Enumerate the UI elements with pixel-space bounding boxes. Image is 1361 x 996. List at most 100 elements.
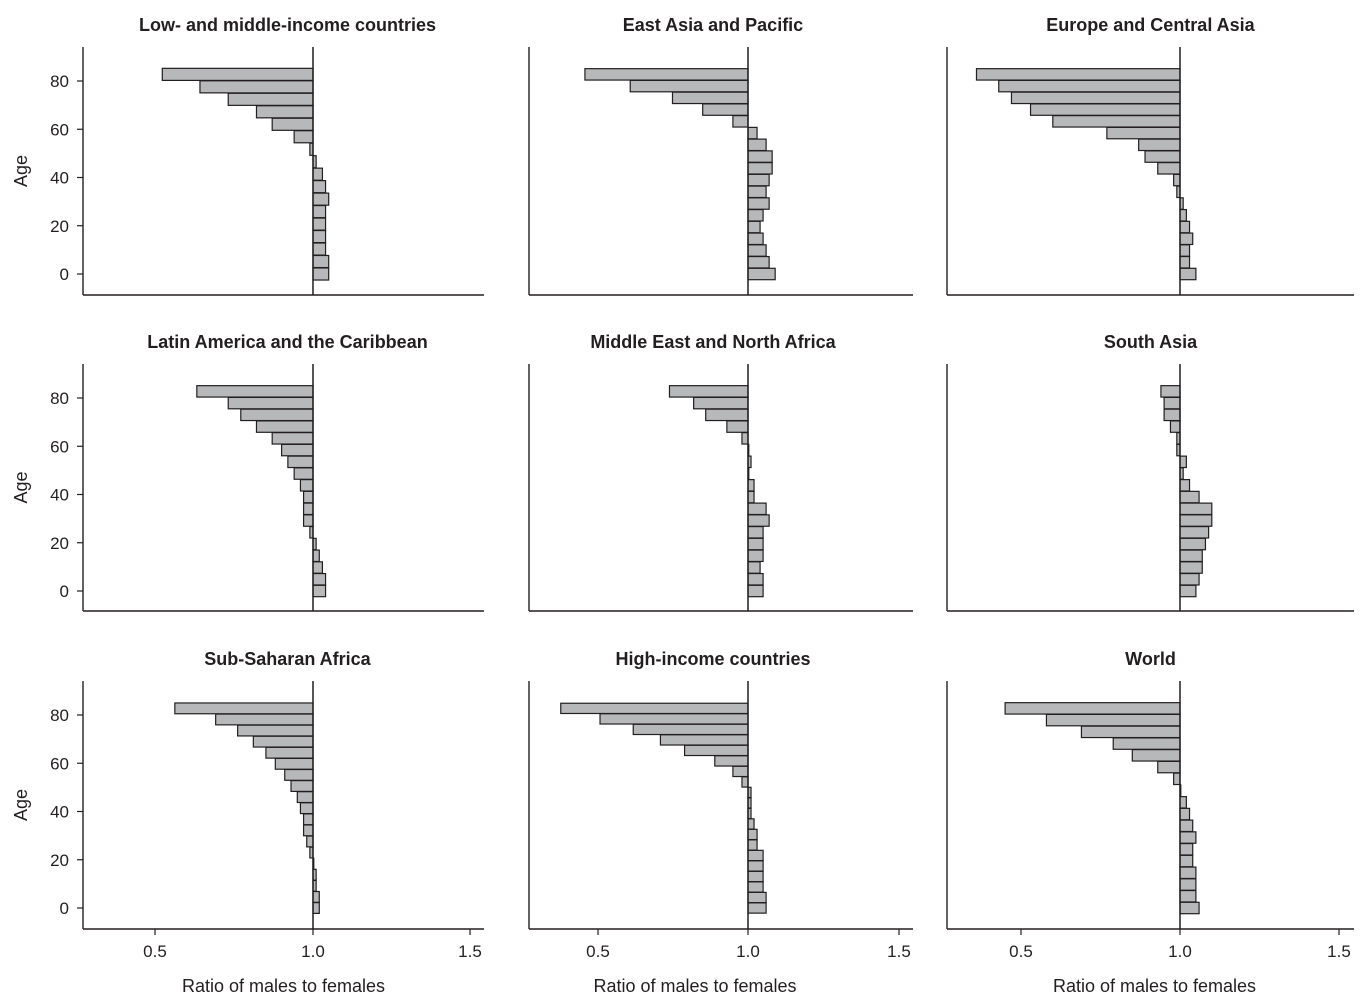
panel-title: Sub-Saharan Africa	[204, 649, 371, 669]
bar	[1157, 162, 1181, 175]
panel-title: High-income countries	[615, 649, 810, 669]
bar	[271, 432, 314, 445]
bar	[312, 167, 324, 181]
x-axis-label: Ratio of males to females	[1053, 976, 1256, 996]
bar	[747, 849, 764, 862]
bar	[1179, 479, 1191, 492]
bar	[312, 902, 320, 914]
bar	[1179, 807, 1191, 821]
bar	[747, 891, 767, 904]
y-tick-label: 40	[50, 486, 69, 505]
bar	[1179, 878, 1197, 891]
bar	[265, 746, 314, 759]
bar	[1160, 385, 1181, 398]
bar	[240, 408, 314, 422]
y-tick-label: 60	[50, 120, 69, 139]
bar	[747, 185, 767, 199]
y-tick-label: 80	[50, 389, 69, 408]
bar	[1179, 490, 1200, 504]
bar	[1169, 420, 1181, 433]
bar	[312, 242, 327, 256]
panel: Middle East and North Africa	[528, 332, 913, 612]
bar	[1179, 831, 1197, 844]
panel: High-income countries 0.5 1.0 1.5 Ratio of m…	[528, 649, 913, 996]
bar	[1052, 115, 1181, 128]
bar	[741, 432, 749, 445]
panel: World 0.5 1.0 1.5 Ratio of males to females	[946, 649, 1354, 996]
bar	[747, 549, 764, 563]
bar	[312, 561, 324, 574]
bar	[560, 702, 749, 715]
bar	[747, 870, 764, 883]
y-tick-label: 60	[50, 437, 69, 456]
bar	[1179, 255, 1191, 269]
bar	[312, 229, 327, 244]
bar	[255, 105, 314, 119]
bar	[747, 839, 758, 851]
bar	[287, 455, 314, 469]
bar	[998, 79, 1181, 93]
bar	[747, 525, 764, 539]
x-tick-label: 1.0	[301, 942, 325, 961]
bar	[747, 244, 767, 257]
bar	[747, 561, 761, 574]
bar	[299, 802, 314, 815]
bar	[1179, 208, 1187, 222]
bar	[1179, 796, 1187, 809]
bar	[683, 744, 749, 757]
y-tick-label: 20	[50, 534, 69, 553]
bar	[747, 162, 773, 175]
y-tick-label: 80	[50, 72, 69, 91]
bar	[174, 702, 314, 715]
bar	[215, 713, 314, 726]
bar	[1179, 866, 1197, 880]
bar	[747, 490, 755, 504]
x-tick-label: 1.5	[887, 942, 911, 961]
bar	[693, 396, 749, 410]
bar	[747, 514, 770, 527]
bar	[747, 126, 758, 140]
y-tick-label: 40	[50, 803, 69, 822]
y-axis-label: Age	[11, 789, 31, 821]
bar	[1179, 220, 1191, 234]
bar	[302, 813, 314, 826]
bar	[1138, 138, 1181, 152]
bar	[747, 584, 764, 598]
bar	[237, 724, 314, 737]
bar	[629, 79, 749, 93]
bar	[312, 572, 327, 586]
y-tick-label: 20	[50, 851, 69, 870]
bar	[199, 80, 314, 94]
x-tick-label: 1.5	[458, 942, 482, 961]
bar	[274, 757, 314, 770]
y-tick-label: 40	[50, 169, 69, 188]
bar	[1179, 244, 1191, 257]
bar	[1179, 525, 1210, 539]
bar	[1029, 103, 1181, 116]
bar	[747, 138, 767, 152]
bar	[975, 68, 1181, 81]
bar	[714, 755, 749, 767]
bar	[747, 220, 761, 234]
panel-title: World	[1125, 649, 1176, 669]
bar	[747, 828, 758, 841]
bar	[659, 734, 749, 746]
x-tick-label: 0.5	[1009, 942, 1033, 961]
bar	[705, 408, 749, 422]
bar	[1045, 713, 1181, 727]
bar	[1179, 854, 1194, 868]
panel: Latin America and the Caribbean 0 20 40 60 80…	[11, 332, 484, 612]
panel-title: Middle East and North Africa	[590, 332, 836, 352]
bar	[1112, 737, 1181, 750]
bar	[671, 91, 749, 105]
bar	[1179, 561, 1203, 574]
bar	[312, 549, 320, 563]
bar	[1179, 901, 1200, 915]
panel: East Asia and Pacific	[528, 15, 913, 296]
bar	[1010, 91, 1181, 105]
x-tick-label: 1.5	[1327, 942, 1351, 961]
bar	[747, 208, 764, 222]
bar	[312, 180, 327, 194]
bar	[632, 723, 749, 736]
